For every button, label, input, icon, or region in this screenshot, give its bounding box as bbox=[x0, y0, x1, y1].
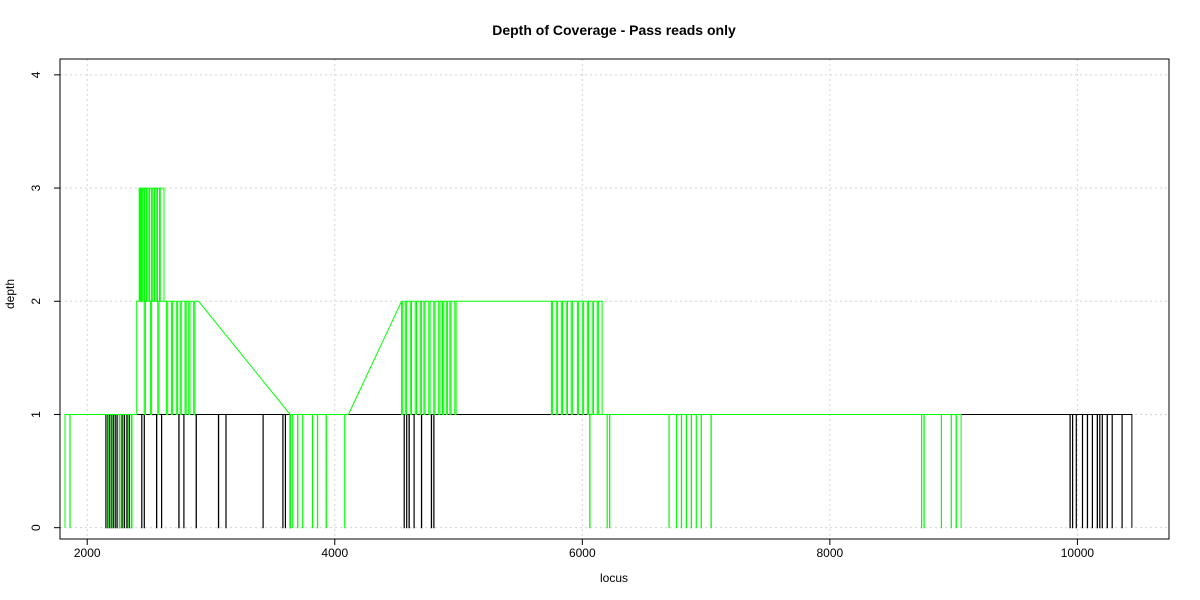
series-line-pass-reads bbox=[64, 187, 962, 529]
x-axis: 2000 4000 6000 8000 10000 bbox=[74, 539, 1095, 560]
grid bbox=[60, 59, 1169, 539]
x-tick-label: 2000 bbox=[74, 546, 101, 560]
plot-frame bbox=[59, 58, 1170, 540]
x-tick-label: 10000 bbox=[1061, 546, 1095, 560]
x-tick-label: 6000 bbox=[569, 546, 596, 560]
y-tick-label: 3 bbox=[29, 184, 43, 191]
x-axis-title: locus bbox=[600, 571, 628, 585]
y-tick-label: 2 bbox=[29, 298, 43, 305]
x-tick-label: 8000 bbox=[817, 546, 844, 560]
y-axis: 0 1 2 3 4 bbox=[29, 71, 60, 531]
series-layer bbox=[64, 187, 1133, 529]
series-line-all-reads bbox=[67, 414, 1133, 529]
chart-title: Depth of Coverage - Pass reads only bbox=[492, 22, 736, 38]
x-tick-label: 4000 bbox=[321, 546, 348, 560]
y-tick-label: 4 bbox=[29, 71, 43, 78]
y-axis-title: depth bbox=[3, 279, 17, 309]
y-tick-label: 0 bbox=[29, 524, 43, 531]
y-tick-label: 1 bbox=[29, 411, 43, 418]
